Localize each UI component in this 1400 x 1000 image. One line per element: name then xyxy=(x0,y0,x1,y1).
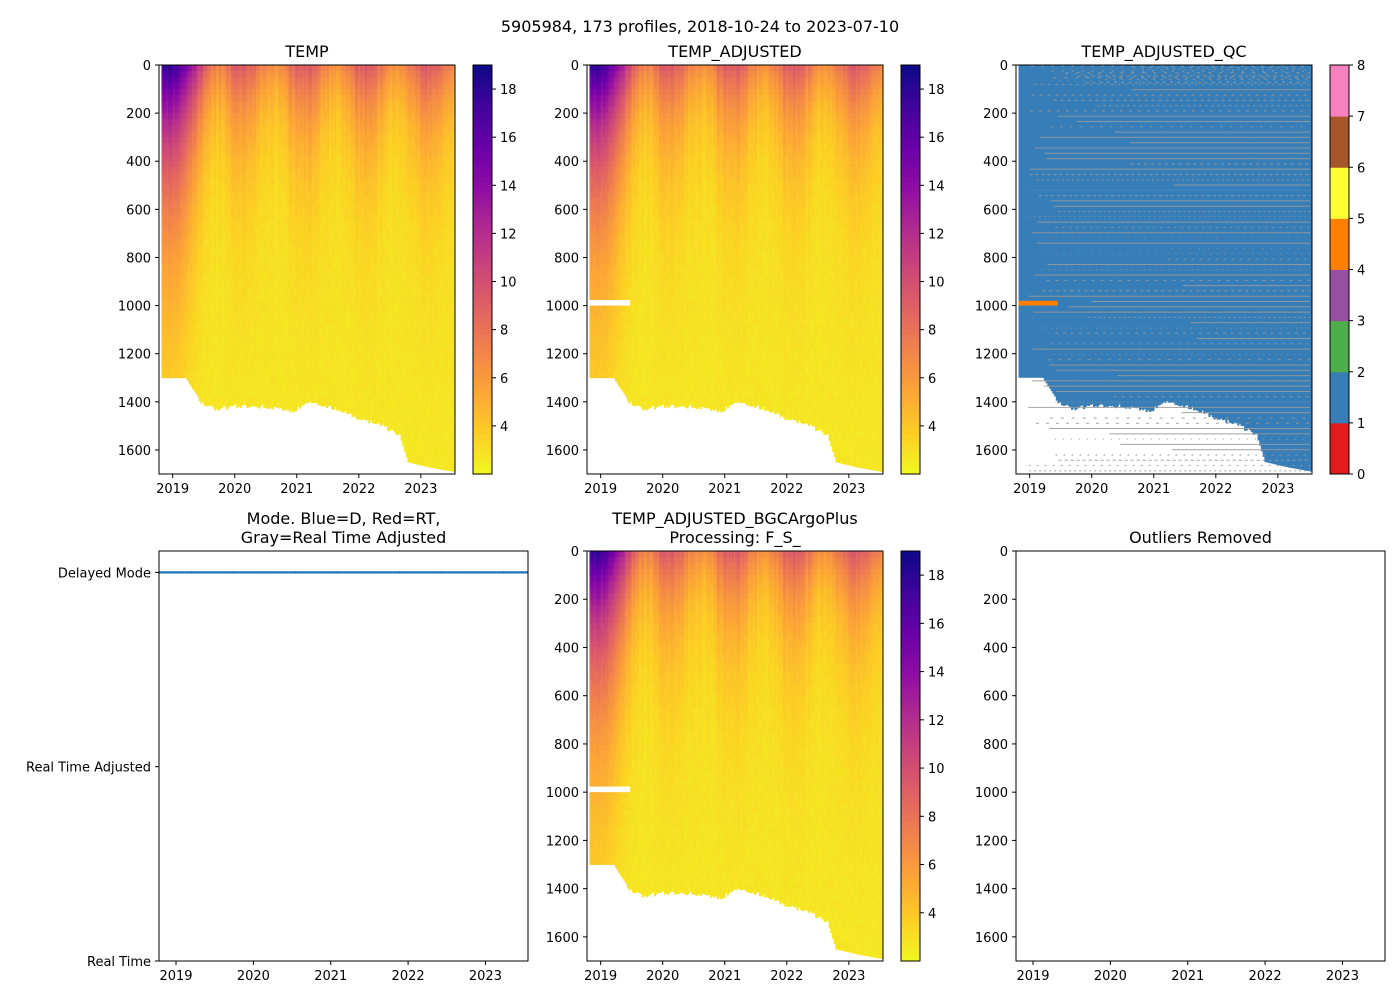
heatmap-cell xyxy=(268,408,270,409)
heatmap-cell xyxy=(219,408,221,409)
heatmap-cell xyxy=(278,408,280,409)
heatmap-cell xyxy=(226,408,228,410)
heatmap-cell xyxy=(295,408,297,411)
figure-suptitle: 5905984, 173 profiles, 2018-10-24 to 202… xyxy=(501,17,899,36)
panel-temp: 2019 2020 2021 2022 202302004006008001000120… xyxy=(118,42,517,497)
heatmap-cell xyxy=(307,402,309,403)
heatmap-cell xyxy=(299,408,301,409)
plots-layer: 2019 2020 2021 2022 202302004006008001000120… xyxy=(26,42,1385,984)
heatmap-cells xyxy=(161,65,455,472)
heatmap-cell xyxy=(272,408,274,409)
heatmap-cell xyxy=(258,408,260,409)
figure: 5905984, 173 profiles, 2018-10-24 to 202… xyxy=(0,0,1400,1000)
